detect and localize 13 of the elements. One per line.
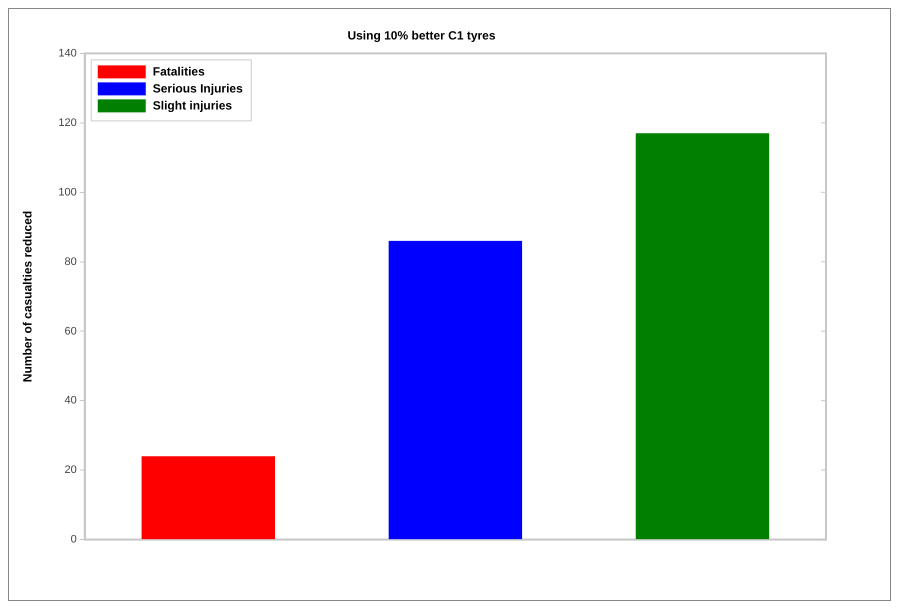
legend-label: Serious Injuries — [152, 82, 244, 96]
y-tick-label: 60 — [64, 325, 77, 338]
y-tick-label: 140 — [58, 47, 77, 60]
y-tick-label: 40 — [64, 394, 77, 407]
y-axis-title: Number of casualties reduced — [20, 210, 35, 382]
legend-label: Fatalities — [152, 64, 206, 79]
legend-label: Slight injuries — [152, 98, 232, 113]
y-tick-label: 80 — [64, 256, 77, 268]
y-tick-label: 120 — [58, 116, 77, 129]
y-tick-label: 20 — [64, 464, 77, 476]
y-tick-label: 0 — [70, 534, 77, 546]
chart-title: Using 10% better C1 tyres — [347, 28, 496, 43]
y-tick-label: 100 — [58, 186, 77, 198]
